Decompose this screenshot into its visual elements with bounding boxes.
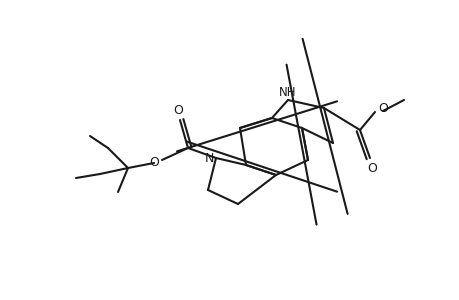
Text: O: O <box>149 157 159 169</box>
Text: O: O <box>377 103 387 116</box>
Text: O: O <box>173 103 183 116</box>
Text: O: O <box>366 161 376 175</box>
Text: N: N <box>204 152 213 164</box>
Text: NH: NH <box>279 86 296 99</box>
